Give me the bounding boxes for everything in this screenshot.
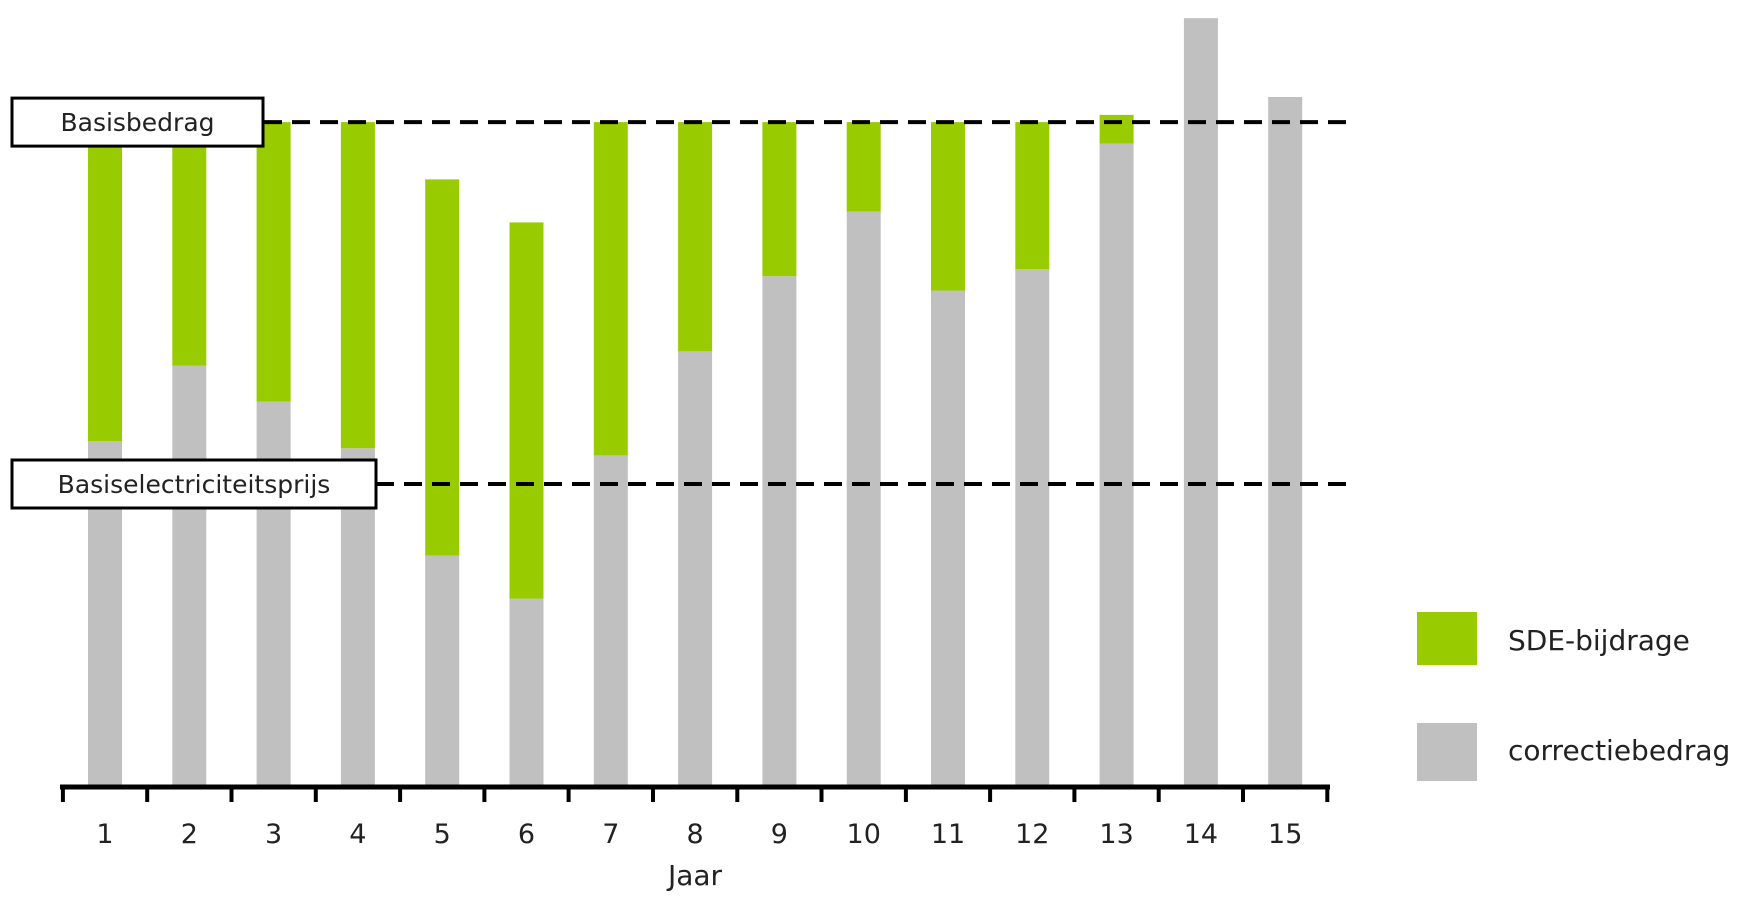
- x-tick-label-6: 6: [518, 819, 535, 850]
- x-tick-label-4: 4: [349, 819, 366, 850]
- x-tick-label-1: 1: [96, 819, 113, 850]
- bar-correctiebedrag-7: [593, 455, 628, 785]
- bar-correctiebedrag-9: [762, 276, 797, 785]
- x-tick-label-11: 11: [931, 819, 965, 850]
- legend-swatch-correctiebedrag: [1417, 723, 1477, 781]
- x-tick-label-8: 8: [687, 819, 704, 850]
- bar-sde-bijdrage-7: [593, 122, 628, 456]
- bar-sde-bijdrage-11: [931, 122, 965, 291]
- bar-correctiebedrag-8: [678, 351, 713, 785]
- bar-correctiebedrag-6: [509, 598, 544, 785]
- x-tick-label-13: 13: [1099, 819, 1133, 850]
- bar-correctiebedrag-15: [1268, 97, 1303, 785]
- bar-sde-bijdrage-8: [678, 122, 713, 352]
- reference-label-box-basisbedrag: [10, 96, 265, 148]
- x-axis-tick-labels: 1 2 3 4 5 6 7 8 9 10 11 12 13 14 15: [96, 819, 1302, 850]
- bar-sde-bijdrage-6: [509, 222, 544, 599]
- bar-sde-bijdrage-9: [762, 122, 797, 277]
- bar-sde-bijdrage-4: [340, 122, 375, 449]
- bar-correctiebedrag-10: [846, 211, 881, 785]
- bar-correctiebedrag-2: [172, 365, 207, 786]
- bars-group: [88, 18, 1303, 786]
- x-axis-title: Jaar: [666, 859, 723, 892]
- x-tick-label-15: 15: [1268, 819, 1302, 850]
- bar-sde-bijdrage-12: [1015, 122, 1050, 269]
- x-tick-label-10: 10: [847, 819, 881, 850]
- x-axis-ticks: [60, 787, 1330, 802]
- bar-correctiebedrag-5: [425, 555, 460, 785]
- x-tick-label-2: 2: [181, 819, 198, 850]
- bar-sde-bijdrage-10: [846, 122, 881, 212]
- legend-label-correctiebedrag: correctiebedrag: [1508, 734, 1730, 767]
- bar-sde-bijdrage-1: [88, 122, 122, 441]
- x-tick-label-3: 3: [265, 819, 282, 850]
- bar-sde-bijdrage-3: [256, 122, 291, 402]
- x-tick-label-9: 9: [771, 819, 788, 850]
- x-tick-label-12: 12: [1015, 819, 1049, 850]
- bar-correctiebedrag-14: [1183, 18, 1218, 785]
- reference-label-box-basiselectriciteitsprijs: [10, 458, 378, 510]
- bar-correctiebedrag-11: [931, 290, 965, 785]
- bar-sde-bijdrage-2: [172, 122, 207, 366]
- bar-correctiebedrag-12: [1015, 269, 1050, 785]
- bar-sde-bijdrage-13: [1099, 114, 1134, 144]
- reference-label-basiselectriciteitsprijs: Basiselectriciteitsprijs: [58, 470, 331, 499]
- x-tick-label-5: 5: [434, 819, 451, 850]
- reference-label-basisbedrag: Basisbedrag: [60, 108, 214, 137]
- reference-lines: Basisbedrag Basiselectriciteitsprijs: [10, 96, 1348, 510]
- bar-correctiebedrag-13: [1099, 143, 1134, 786]
- legend-swatch-sde-bijdrage: [1417, 612, 1477, 665]
- legend: SDE-bijdrage correctiebedrag: [1417, 612, 1730, 781]
- legend-label-sde-bijdrage: SDE-bijdrage: [1508, 624, 1690, 657]
- x-tick-label-14: 14: [1184, 819, 1218, 850]
- bar-sde-bijdrage-5: [425, 179, 460, 556]
- x-tick-label-7: 7: [602, 819, 619, 850]
